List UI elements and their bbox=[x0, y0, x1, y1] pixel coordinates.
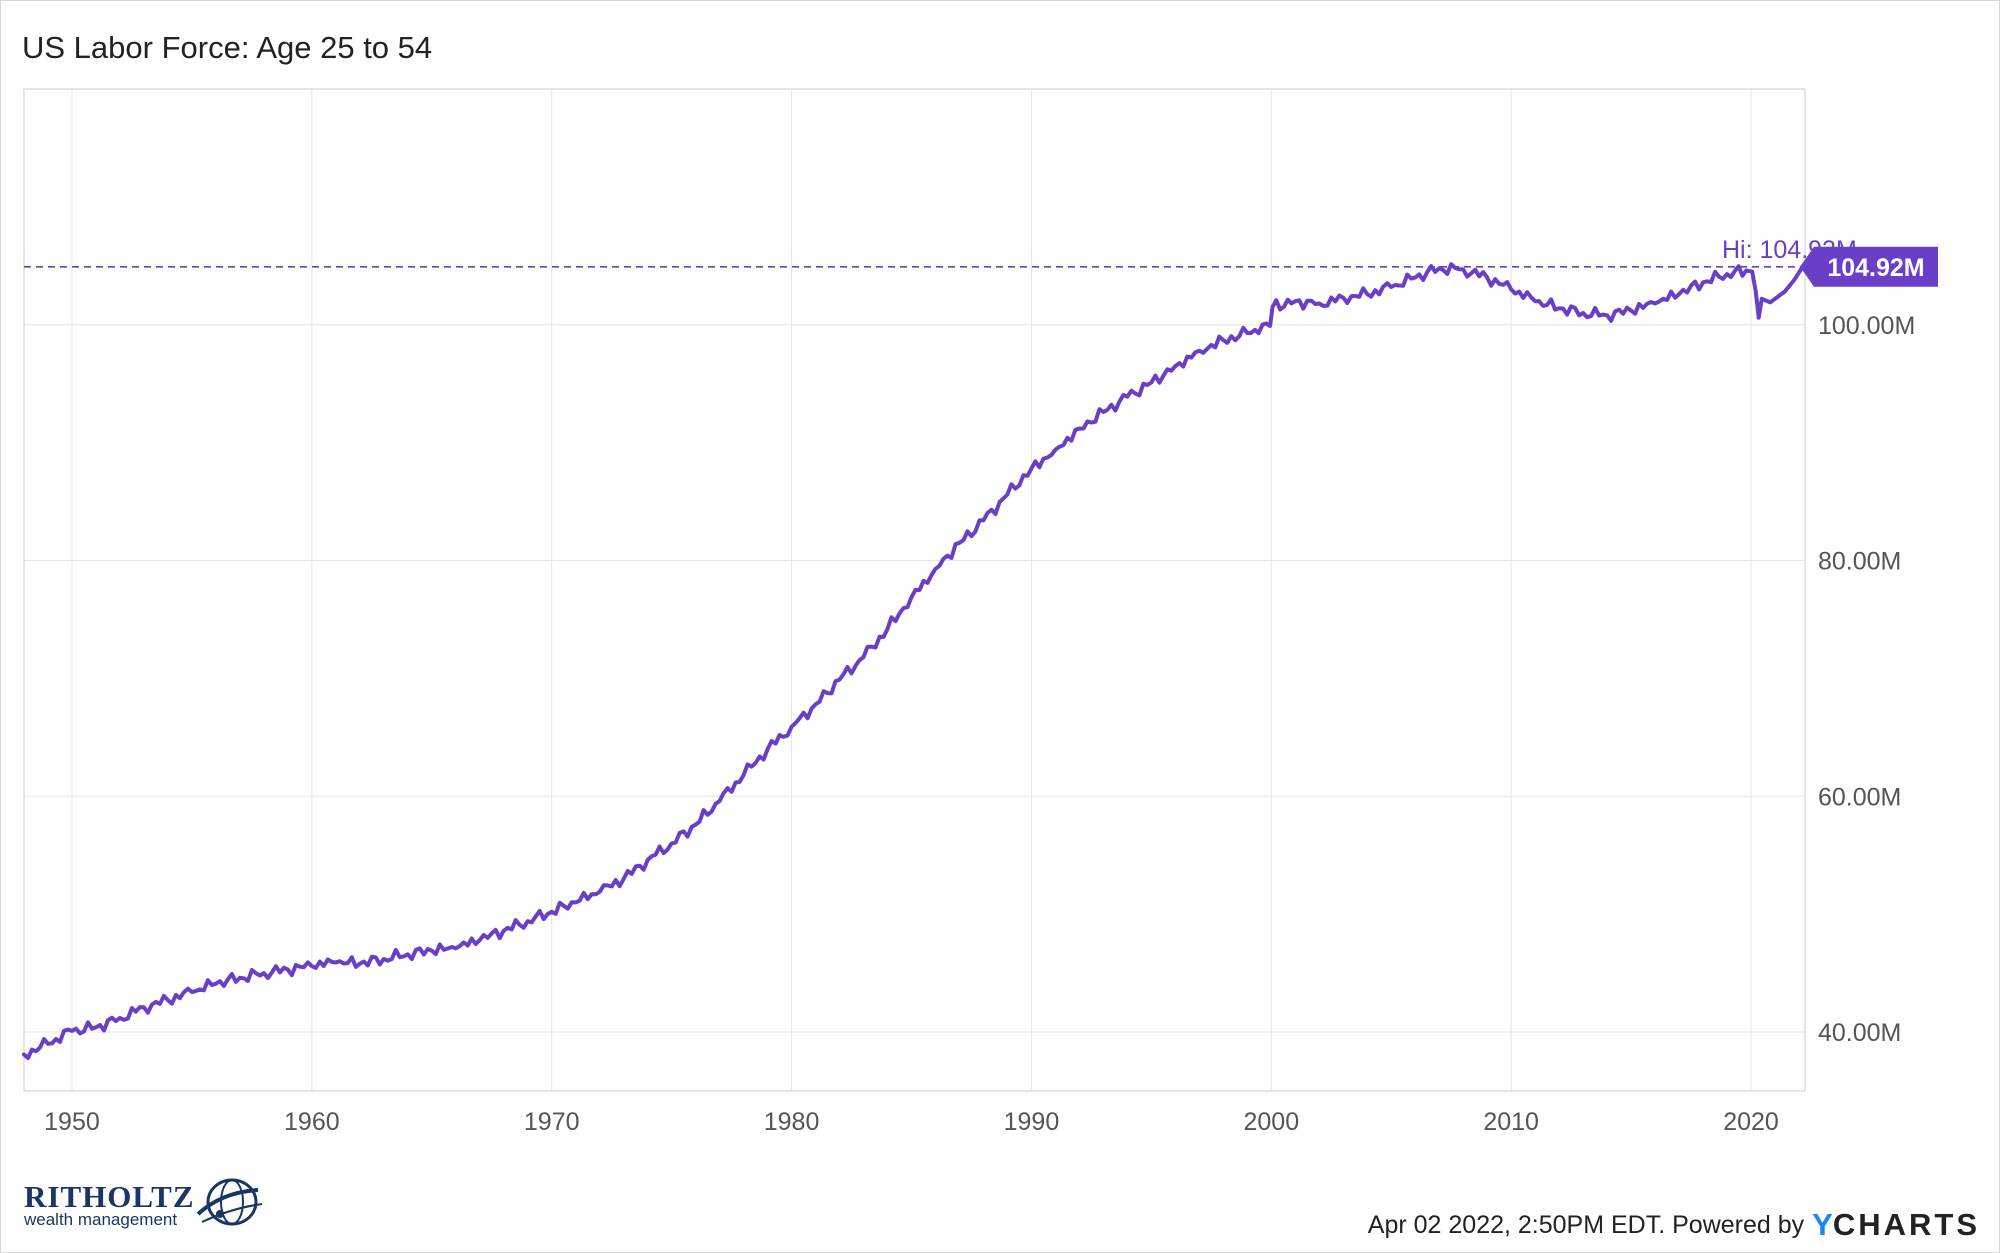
last-value-label: 104.92M bbox=[1827, 254, 1924, 282]
brand-subtitle: wealth management bbox=[24, 1210, 178, 1229]
x-tick-label: 1980 bbox=[764, 1108, 820, 1136]
x-tick-label: 1970 bbox=[524, 1108, 580, 1136]
y-tick-label: 40.00M bbox=[1818, 1019, 1901, 1047]
globe-logo-icon bbox=[196, 1178, 263, 1226]
last-value-badge bbox=[1800, 246, 1938, 287]
y-tick-label: 100.00M bbox=[1818, 312, 1915, 340]
series-line bbox=[22, 262, 1805, 1060]
timestamp-text: Apr 02 2022, 2:50PM EDT. Powered by bbox=[1367, 1210, 1805, 1239]
plot-area bbox=[23, 88, 1806, 1092]
y-tick-label: 80.00M bbox=[1818, 548, 1901, 576]
ycharts-logo: YCHARTS bbox=[1812, 1207, 1980, 1242]
y-tick-label: 60.00M bbox=[1818, 783, 1901, 811]
ritholtz-logo: RITHOLTZ wealth management bbox=[24, 1178, 263, 1229]
source-credit: Apr 02 2022, 2:50PM EDT. Powered by YCHA… bbox=[1368, 1207, 1980, 1243]
brand-name: RITHOLTZ bbox=[24, 1179, 195, 1214]
x-tick-label: 1990 bbox=[1004, 1108, 1060, 1136]
x-tick-label: 1950 bbox=[44, 1108, 100, 1136]
chart-title: US Labor Force: Age 25 to 54 bbox=[22, 30, 433, 65]
x-tick-label: 1960 bbox=[284, 1108, 340, 1136]
x-tick-label: 2010 bbox=[1483, 1108, 1539, 1136]
x-tick-label: 2000 bbox=[1243, 1108, 1299, 1136]
x-tick-label: 2020 bbox=[1723, 1108, 1779, 1136]
